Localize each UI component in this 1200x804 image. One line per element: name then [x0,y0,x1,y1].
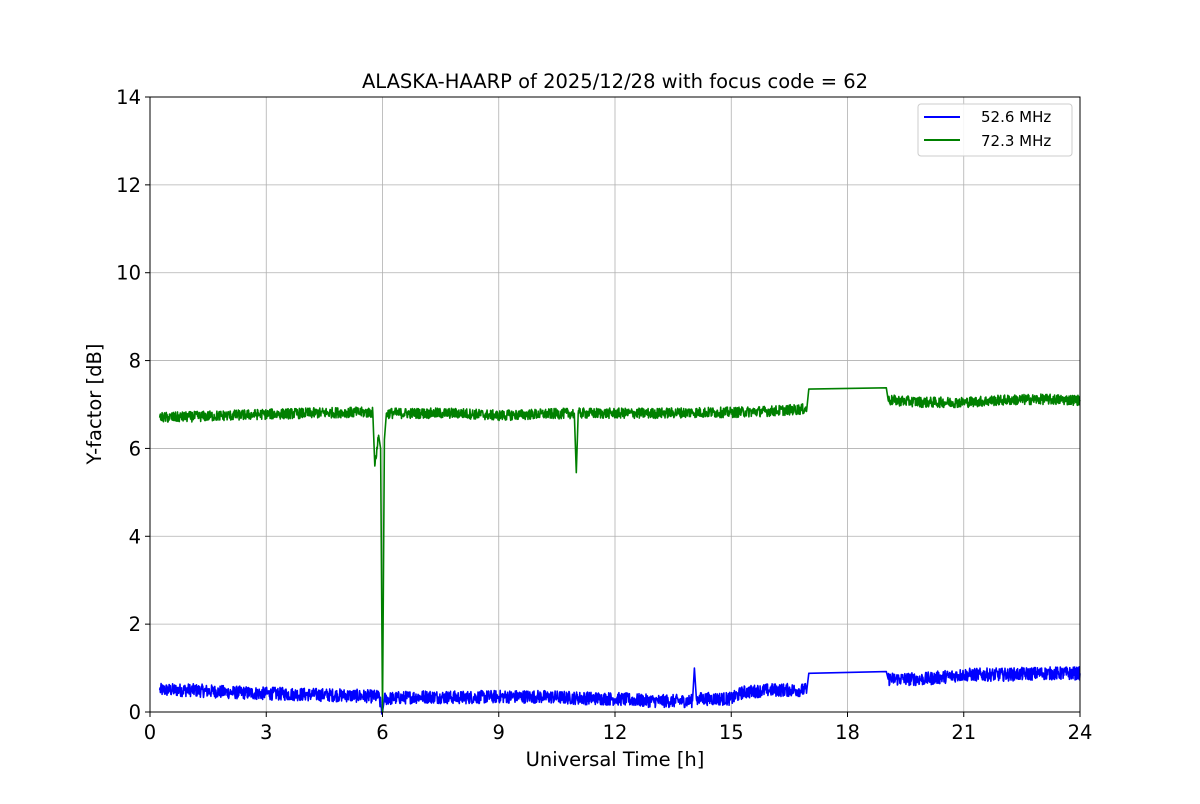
series-line-72-3-mhz [158,387,1081,713]
y-tick-label: 8 [129,350,141,373]
x-tick-label: 15 [719,721,744,744]
y-tick-label: 6 [129,437,141,460]
y-axis-label: Y-factor [dB] [83,344,106,466]
x-tick-label: 18 [835,721,860,744]
y-tick-label: 0 [129,701,141,724]
x-axis-label: Universal Time [h] [526,748,705,771]
x-tick-label: 21 [951,721,976,744]
x-tick-label: 0 [144,721,156,744]
x-tick-label: 6 [376,721,388,744]
legend: 52.6 MHz 72.3 MHz [917,103,1073,157]
chart-title: ALASKA-HAARP of 2025/12/28 with focus co… [362,70,868,93]
series-line-52-6-mhz [158,666,1081,715]
y-tick-label: 4 [129,525,141,548]
y-tick-label: 10 [116,262,141,285]
y-tick-label: 2 [129,613,141,636]
legend-label-72-3-mhz: 72.3 MHz [981,132,1051,150]
y-tick-label: 14 [116,86,141,109]
legend-label-52-6-mhz: 52.6 MHz [981,108,1051,126]
series-layer [158,387,1081,715]
x-tick-label: 3 [260,721,272,744]
y-tick-label: 12 [116,174,141,197]
x-tick-label: 12 [603,721,628,744]
x-tick-label: 24 [1068,721,1093,744]
x-tick-label: 9 [493,721,505,744]
